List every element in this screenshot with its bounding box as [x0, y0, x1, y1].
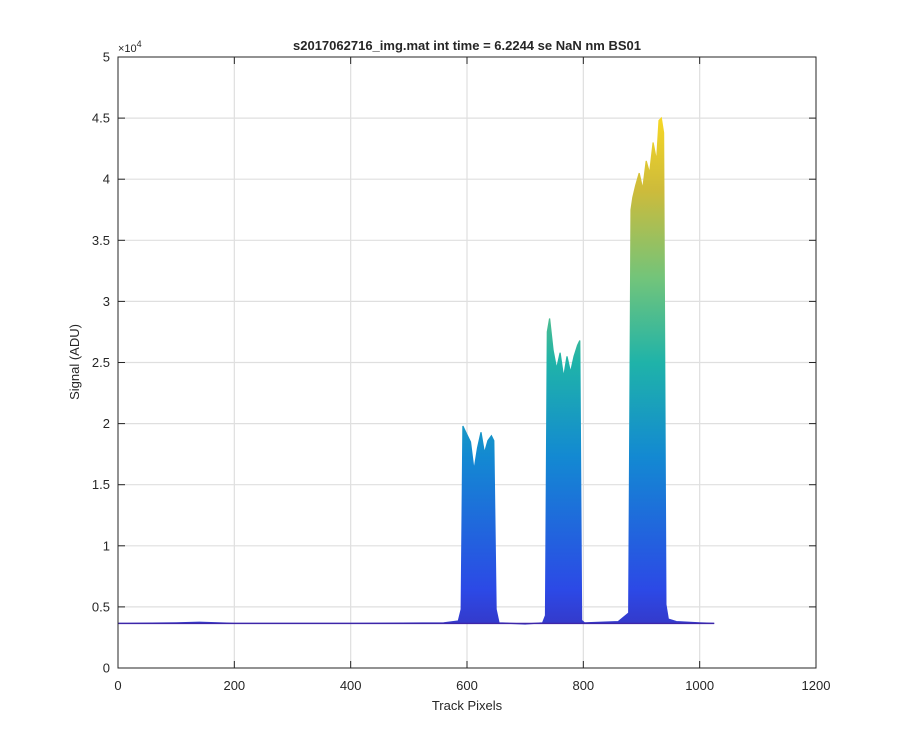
series-layer	[117, 116, 715, 625]
axis-ticks	[117, 56, 817, 669]
x-tick-label: 1000	[685, 678, 714, 693]
chart-title: s2017062716_img.mat int time = 6.2244 se…	[293, 38, 641, 53]
y-tick-label: 2.5	[92, 355, 110, 370]
signal-line-0	[117, 116, 715, 625]
y-multiplier-base: ×10	[118, 43, 137, 55]
y-tick-label: 3.5	[92, 233, 110, 248]
x-tick-label: 0	[114, 678, 121, 693]
signal-area-0	[118, 118, 715, 624]
x-axis-label: Track Pixels	[432, 698, 503, 713]
y-tick-label: 3	[103, 294, 110, 309]
y-tick-label: 4	[103, 172, 110, 187]
axis-tick-labels: 0 200 400 600 800 1000 1200 0 0.5 1 1.5 2 2.5 3 3.5 4 4.…	[92, 50, 831, 694]
y-multiplier-exponent: 4	[137, 39, 142, 49]
y-tick-label: 4.5	[92, 111, 110, 126]
y-multiplier-label: ×104	[118, 39, 142, 55]
y-tick-label: 5	[103, 50, 110, 65]
x-tick-label: 400	[340, 678, 362, 693]
y-tick-label: 2	[103, 416, 110, 431]
y-tick-label: 0.5	[92, 599, 110, 614]
x-tick-label: 800	[572, 678, 594, 693]
x-tick-label: 200	[223, 678, 245, 693]
y-tick-label: 1.5	[92, 477, 110, 492]
grid-lines	[118, 57, 816, 668]
x-tick-label: 1200	[802, 678, 831, 693]
x-tick-label: 600	[456, 678, 478, 693]
y-tick-label: 1	[103, 538, 110, 553]
y-tick-label: 0	[103, 661, 110, 676]
y-axis-label: Signal (ADU)	[67, 324, 82, 400]
